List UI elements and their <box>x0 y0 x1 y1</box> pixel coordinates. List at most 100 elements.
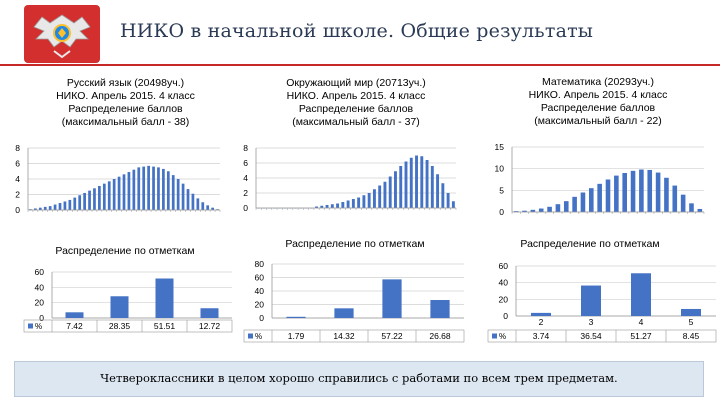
histogram-bar <box>147 165 150 210</box>
histogram-bar <box>43 206 47 210</box>
chart-title-line: Русский язык (20498уч.) <box>66 77 185 89</box>
histogram-bar <box>38 207 42 210</box>
histogram-bar <box>341 202 345 208</box>
data-value-label: 36.54 <box>580 331 602 341</box>
grade-bar <box>531 312 551 316</box>
chart-title-line: Математика (20293уч.) <box>542 76 654 88</box>
histogram-bar <box>664 177 669 212</box>
histogram-bar <box>357 197 361 208</box>
histogram-bar <box>589 188 594 212</box>
world-chart-title: Окружающий мир (20713уч.) НИКО. Апрель 20… <box>257 77 455 129</box>
math-grades-chart: 0 20 40 60 2 3 4 5% 3.74 36.54 51.27 8.45 <box>487 261 717 343</box>
data-value-label: 1.79 <box>288 331 305 341</box>
histogram-bar <box>171 175 175 210</box>
histogram-bar <box>336 203 340 208</box>
y-tick-label: 80 <box>255 259 265 269</box>
series-name-label: % <box>499 332 506 341</box>
data-table-row <box>23 319 233 333</box>
histogram-bar <box>88 190 91 210</box>
data-table-row <box>243 329 465 343</box>
histogram-bar <box>378 185 382 208</box>
category-label: 2 <box>539 317 544 327</box>
histogram-bar <box>162 168 165 210</box>
histogram-bar <box>83 192 86 210</box>
histogram-bar <box>420 156 424 208</box>
histogram-bar <box>142 166 146 210</box>
histogram-bar <box>112 179 116 210</box>
histogram-bar <box>630 170 636 212</box>
grade-bar <box>65 312 84 318</box>
histogram-bar <box>157 167 160 210</box>
histogram-bar <box>614 175 619 212</box>
y-tick-label: 0 <box>15 205 20 215</box>
y-tick-label: 8 <box>243 143 248 153</box>
histogram-bar <box>647 169 653 212</box>
y-tick-label: 40 <box>255 286 265 296</box>
histogram-bar <box>655 172 661 212</box>
russian-grades-chart: 0 20 40 60% 7.42 28.35 51.51 12.72 <box>23 267 233 333</box>
chart-title-line: Окружающий мир (20713уч.) <box>286 77 426 89</box>
histogram-bar <box>127 172 131 210</box>
chart-title-line: Распределение баллов <box>68 103 183 115</box>
grade-bar <box>631 273 651 316</box>
grade-bar <box>155 278 174 318</box>
legend-swatch <box>492 333 497 339</box>
data-value-label: 51.27 <box>630 331 652 341</box>
histogram-bar <box>325 205 329 208</box>
histogram-bar <box>547 206 552 212</box>
y-tick-label: 60 <box>35 267 45 277</box>
histogram-bar <box>425 160 429 208</box>
histogram-bar <box>320 205 324 208</box>
y-tick-label: 60 <box>255 273 265 283</box>
data-value-label: 3.74 <box>533 331 550 341</box>
histogram-bar <box>211 207 214 210</box>
chart-title-line: (максимальный балл - 38) <box>61 116 190 128</box>
histogram-bar <box>152 166 155 210</box>
histogram-bar <box>78 195 82 210</box>
histogram-bar <box>372 189 376 208</box>
histogram-bar <box>563 201 569 212</box>
math-chart-title: Математика (20293уч.) НИКО. Апрель 2015. … <box>500 76 696 128</box>
russian-grades-title: Распределение по отметкам <box>55 245 195 257</box>
histogram-bar <box>176 179 180 210</box>
histogram-bar <box>409 157 413 208</box>
data-value-label: 51.51 <box>154 321 176 331</box>
histogram-bar <box>383 181 387 208</box>
data-value-label: 14.32 <box>333 331 355 341</box>
y-tick-label: 40 <box>35 282 45 292</box>
ministry-emblem-logo <box>24 5 100 63</box>
histogram-bar <box>137 167 141 210</box>
histogram-bar <box>351 199 355 208</box>
histogram-bar <box>58 203 62 210</box>
histogram-bar <box>315 206 318 208</box>
histogram-bar <box>102 183 106 210</box>
legend-swatch <box>28 323 33 329</box>
histogram-bar <box>580 192 586 212</box>
histogram-bar <box>330 204 334 208</box>
y-tick-label: 40 <box>499 278 509 288</box>
histogram-bar <box>346 200 350 208</box>
histogram-bar <box>362 195 366 208</box>
data-table-row <box>487 329 717 343</box>
russian-score-histogram: 0 2 4 6 8 <box>15 143 221 215</box>
y-tick-label: 15 <box>495 142 505 152</box>
histogram-bar <box>436 174 440 208</box>
histogram-bar <box>63 201 67 210</box>
histogram-bar <box>441 183 445 208</box>
y-tick-label: 20 <box>255 300 265 310</box>
y-tick-label: 6 <box>15 159 20 169</box>
y-tick-label: 60 <box>499 261 509 271</box>
histogram-bar <box>48 206 52 210</box>
y-tick-label: 20 <box>35 298 45 308</box>
grade-bar <box>334 308 354 318</box>
y-tick-label: 2 <box>15 190 20 200</box>
world-grades-title: Распределение по отметкам <box>285 238 425 250</box>
legend-swatch <box>248 333 253 339</box>
data-value-label: 12.72 <box>199 321 221 331</box>
series-name-label: % <box>35 322 42 331</box>
chart-title-line: НИКО. Апрель 2015. 4 класс <box>528 89 668 101</box>
chart-title-line: НИКО. Апрель 2015. 4 класс <box>286 90 426 102</box>
histogram-bar <box>605 179 611 212</box>
histogram-bar <box>572 196 577 212</box>
y-tick-label: 0 <box>259 313 264 323</box>
